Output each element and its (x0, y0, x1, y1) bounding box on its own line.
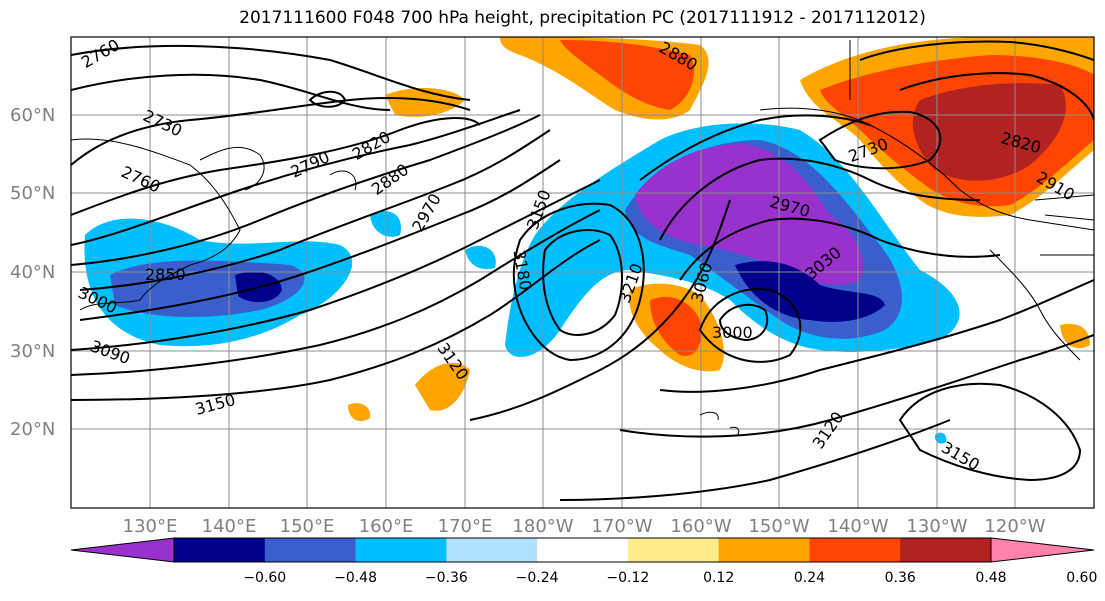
colorbar-extend-low (70, 537, 175, 563)
colorbar: −0.60 −0.48 −0.36 −0.24 −0.12 0.12 0.24 0.36 0.4… (70, 537, 1097, 586)
map-title: 2017111600 F048 700 hPa height, precipit… (239, 8, 926, 28)
lon-label: 120°W (984, 516, 1045, 537)
colorbar-segment (537, 538, 629, 562)
colorbar-tick-label: 0.36 (885, 570, 916, 586)
pos-anomaly-northeast-core (912, 83, 1066, 181)
colorbar-segment (627, 538, 720, 562)
lat-label: 60°N (10, 105, 55, 126)
contour-label: 3000 (712, 323, 753, 342)
lon-label: 170°E (438, 516, 493, 537)
lon-label: 140°E (202, 516, 257, 537)
colorbar-tick-label: 0.12 (703, 570, 734, 586)
colorbar-segment (809, 538, 901, 562)
pos-anomaly-east-small (1060, 324, 1090, 349)
colorbar-tick-label: 0.48 (975, 570, 1006, 586)
lon-label: 130°E (123, 516, 178, 537)
coastlines (71, 40, 1094, 437)
neg-anomaly-central-purple (635, 144, 864, 286)
colorbar-tick-label: −0.60 (243, 570, 286, 586)
colorbar-segment (264, 538, 357, 562)
pos-anomaly-central-core (650, 296, 702, 356)
lon-label: 140°W (827, 516, 888, 537)
pos-anomaly-south-1 (415, 362, 470, 411)
lat-label: 30°N (10, 341, 55, 362)
colorbar-tick-label: −0.36 (425, 570, 468, 586)
colorbar-frame (173, 537, 992, 563)
neg-anomaly-small-1 (370, 211, 401, 237)
lon-label: 170°W (591, 516, 652, 537)
lon-label: 160°E (359, 516, 414, 537)
lon-label: 130°W (906, 516, 967, 537)
colorbar-segment (446, 538, 538, 562)
colorbar-segment (174, 538, 266, 562)
colorbar-tick-label: 0.60 (1066, 570, 1097, 586)
longitude-labels: 130°E 140°E 150°E 160°E 170°E 180°W 170°… (123, 516, 1046, 537)
lon-label: 150°W (748, 516, 809, 537)
colorbar-extend-high (990, 537, 1095, 563)
colorbar-tick-label: 0.24 (794, 570, 825, 586)
lat-label: 40°N (10, 262, 55, 283)
neg-anomaly-east-small (934, 432, 947, 444)
colorbar-segment (355, 538, 447, 562)
pos-anomaly-south-2 (348, 403, 371, 422)
colorbar-tick-label: −0.24 (516, 570, 559, 586)
precipitation-shading (71, 37, 1094, 508)
lon-label: 160°W (670, 516, 731, 537)
pos-anomaly-north-1-core (560, 40, 694, 110)
lon-label: 180°W (512, 516, 573, 537)
map-frame (70, 36, 1095, 509)
height-contours (71, 40, 1094, 501)
colorbar-tick-label: −0.48 (334, 570, 377, 586)
lat-label: 20°N (10, 419, 55, 440)
lat-label: 50°N (10, 183, 55, 204)
neg-anomaly-central-navy (735, 261, 885, 322)
colorbar-tick-label: −0.12 (606, 570, 649, 586)
neg-anomaly-small-2 (465, 245, 496, 270)
lon-label: 150°E (280, 516, 335, 537)
contour-label: 2850 (145, 265, 186, 284)
colorbar-segment (718, 538, 810, 562)
map-gridlines (71, 37, 1094, 508)
colorbar-segment (900, 538, 992, 562)
latitude-labels: 60°N 50°N 40°N 30°N 20°N (10, 105, 55, 440)
